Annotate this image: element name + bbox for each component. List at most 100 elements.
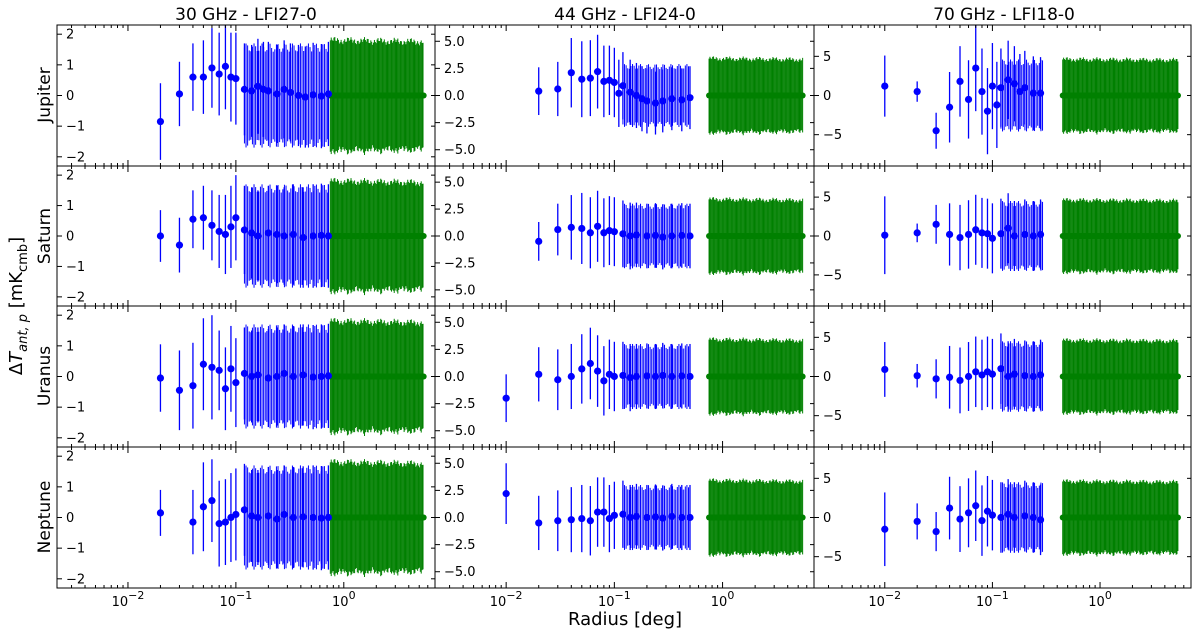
panel-jupiter-col2-inner-point-2 (932, 127, 940, 135)
x-tick-label-exponent: −2 (885, 589, 901, 602)
x-tick-label-base: 10 (711, 595, 728, 610)
panel-saturn-col2-inner-point-10 (997, 230, 1005, 238)
panel-neptune-col1-inner-point-14 (651, 513, 660, 521)
panel-neptune-col1-inner-point-5 (586, 517, 594, 525)
panel-neptune-col1-inner-point-16 (668, 512, 676, 521)
x-tick-label-col0-0: 10−2 (112, 589, 145, 610)
panel-saturn-col2-inner-point-8 (983, 230, 992, 238)
panel-jupiter-col2-inner-point-13 (1010, 80, 1018, 88)
panel-saturn-col2-inner-point-13 (1021, 230, 1029, 239)
panel-jupiter-col2-inner-point-10 (993, 101, 1001, 109)
row-label-jupiter: Jupiter (35, 67, 55, 123)
x-tick-label-col0-1: 10−1 (219, 589, 252, 610)
x-tick-label-col1-1: 10−1 (598, 589, 631, 610)
panel-neptune-col2-inner-point-3 (945, 504, 954, 512)
panel-uranus-col0: 2 1 0 −1 −2 (56, 305, 436, 448)
panel-jupiter-col2-inner-point-16 (1029, 89, 1037, 97)
panel-neptune-col2-inner-point-9 (988, 511, 997, 519)
panel-uranus-col0-ytick-label: 0 (66, 370, 74, 385)
panel-neptune-col2-inner-point-1 (913, 517, 921, 526)
panel-jupiter-col1-inner-point-11 (626, 88, 634, 96)
panel-saturn-col0-inner-point-13 (273, 230, 281, 239)
panel-saturn-col0-ytick-label: 1 (66, 199, 74, 214)
panel-uranus-col1-inner-point-12 (632, 372, 641, 381)
panel-jupiter-col0-inner-point-4 (208, 64, 216, 72)
panel-jupiter-col2-inner-point-12 (1004, 76, 1012, 84)
panel-saturn-col2-inner-point-12 (1010, 232, 1018, 240)
panel-uranus-col1: 5.0 2.5 0.0 −2.5 −5.0 (434, 305, 815, 448)
panel-jupiter-col0-inner-point-6 (221, 62, 230, 70)
panel-jupiter-col0-inner-point-20 (317, 92, 325, 100)
panel-jupiter-col1-inner-point-15 (651, 99, 660, 107)
panel-saturn-col2-ytick-label: 5 (823, 191, 831, 206)
panel-neptune-col2-inner-point-15 (1036, 516, 1045, 524)
panel-neptune-col2-inner-point-13 (1021, 512, 1029, 520)
column-title-30ghz: 30 GHz - LFI27-0 (175, 5, 317, 25)
panel-saturn-col1-ytick-label: −5.0 (444, 283, 476, 298)
panel-neptune-col2-inner-point-8 (983, 507, 992, 515)
panel-uranus-col2-inner-point-4 (956, 376, 964, 385)
x-tick-label-col2-1: 10−1 (976, 589, 1009, 610)
panel-jupiter-col0-plot-area (156, 25, 427, 160)
x-tick-label-col0-2: 100 (332, 589, 356, 610)
panel-uranus-col1-inner-point-17 (678, 372, 686, 380)
panel-jupiter-col1-ytick-label: −5.0 (444, 143, 476, 158)
panel-neptune-col0-inner-point-4 (215, 520, 223, 528)
panel-jupiter-col0-inner-point-0 (156, 117, 165, 126)
x-tick-label-col2-0: 10−2 (868, 589, 901, 610)
panel-uranus-col0-inner-point-0 (156, 374, 165, 382)
panel-neptune-col1-inner-point-2 (554, 517, 562, 525)
panel-saturn-col2-inner-point-4 (956, 233, 964, 242)
panel-uranus-col1-inner-point-6 (593, 367, 602, 375)
panel-saturn-col0-inner-point-6 (221, 230, 230, 239)
panel-uranus-col2-inner-point-9 (988, 370, 997, 378)
panel-neptune-col2-inner-point-14 (1029, 513, 1037, 522)
panel-uranus-col0-inner-point-19 (324, 372, 333, 380)
panel-uranus-col0-inner-point-15 (289, 372, 297, 381)
panel-jupiter-col0-inner-point-5 (215, 70, 223, 78)
x-tick-label-base: 10 (598, 595, 615, 610)
panel-neptune-col1-inner-point-12 (632, 512, 641, 521)
panel-neptune-col0-plot-area (156, 459, 427, 577)
panel-neptune-col1-ytick-label: 2.5 (444, 484, 465, 499)
panel-saturn-col2-ytick-label: 0 (823, 230, 831, 245)
panel-neptune-col0-inner-point-9 (248, 512, 256, 520)
panel-uranus-col0-inner-point-13 (273, 372, 281, 381)
panel-uranus-col2-inner-point-15 (1036, 371, 1045, 379)
panel-saturn-col1-inner-point-5 (593, 222, 602, 230)
x-tick-label-exponent: 0 (1105, 589, 1112, 602)
panel-neptune-col2-ytick-label: 5 (823, 472, 831, 487)
panel-jupiter-col0-ytick-label: 1 (66, 58, 74, 73)
x-tick-label-exponent: 0 (727, 589, 734, 602)
panel-uranus-col1-inner-point-0 (502, 394, 510, 402)
x-tick-label-base: 10 (868, 595, 885, 610)
panel-saturn-col0-inner-point-7 (227, 223, 235, 231)
panel-saturn-col0: 2 1 0 −1 −2 (56, 165, 436, 307)
panel-jupiter-col1-inner-point-6 (600, 77, 608, 85)
panel-uranus-col1-inner-point-1 (535, 370, 543, 378)
panel-neptune-col0-inner-point-16 (309, 513, 317, 522)
panel-uranus-col1-inner-point-10 (619, 371, 627, 380)
panel-saturn-col1-inner-point-8 (610, 228, 618, 236)
panel-saturn-col0-ytick-label: 2 (66, 169, 74, 184)
panel-uranus-col0-inner-point-9 (240, 369, 249, 378)
panel-saturn-col1-inner-point-14 (659, 233, 667, 241)
y-axis-label-unit-subscript: cmb (16, 244, 31, 272)
panel-neptune-col0-inner-point-1 (189, 518, 197, 526)
panel-jupiter-col2-inner-point-3 (945, 103, 954, 111)
panel-saturn-col0-ytick-label: −1 (66, 260, 85, 275)
panel-jupiter-col0-ytick-label: 0 (66, 89, 74, 104)
panel-jupiter-col1-ytick-label: 5.0 (444, 35, 465, 50)
x-tick-label-exponent: −2 (506, 589, 522, 602)
panel-neptune-col0-ytick-label: −1 (66, 542, 85, 557)
panel-neptune-col0-inner-point-13 (280, 510, 288, 519)
panel-uranus-col0-inner-point-12 (264, 374, 272, 382)
panel-jupiter-col0-inner-point-18 (301, 93, 309, 101)
panel-jupiter-col1-ytick-label: −2.5 (444, 116, 476, 131)
panel-saturn-col0-inner-point-10 (248, 229, 256, 237)
panel-jupiter-col1-inner-point-17 (668, 95, 676, 103)
panel-uranus-col2-inner-point-11 (1004, 372, 1012, 381)
panel-uranus-col0-plot-area (156, 315, 427, 436)
panel-neptune-col0-inner-point-0 (156, 509, 165, 517)
x-tick-label-base: 10 (112, 595, 129, 610)
